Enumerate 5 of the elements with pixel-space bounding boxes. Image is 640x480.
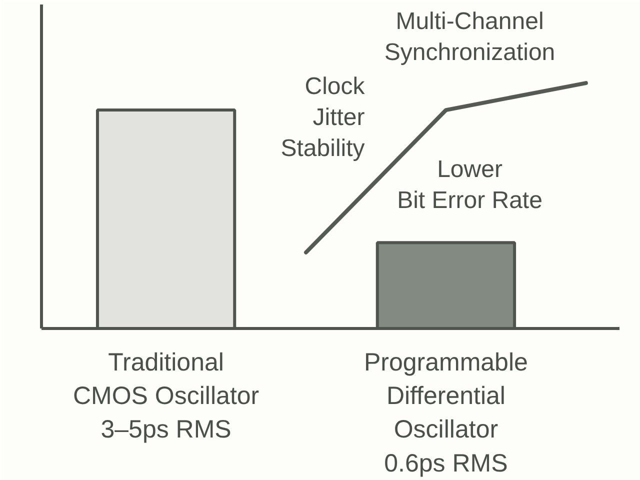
text: Multi-Channel Synchronization	[384, 8, 556, 66]
annotation: Clock Jitter Stability	[280, 72, 366, 162]
x-tick-label: Programmable Differential Oscillator 0.6ps RMS	[364, 348, 528, 478]
annotation: Lower Bit Error Rate	[397, 156, 542, 214]
x-tick-label: Traditional CMOS Oscillator 3–5ps RMS	[72, 348, 260, 444]
